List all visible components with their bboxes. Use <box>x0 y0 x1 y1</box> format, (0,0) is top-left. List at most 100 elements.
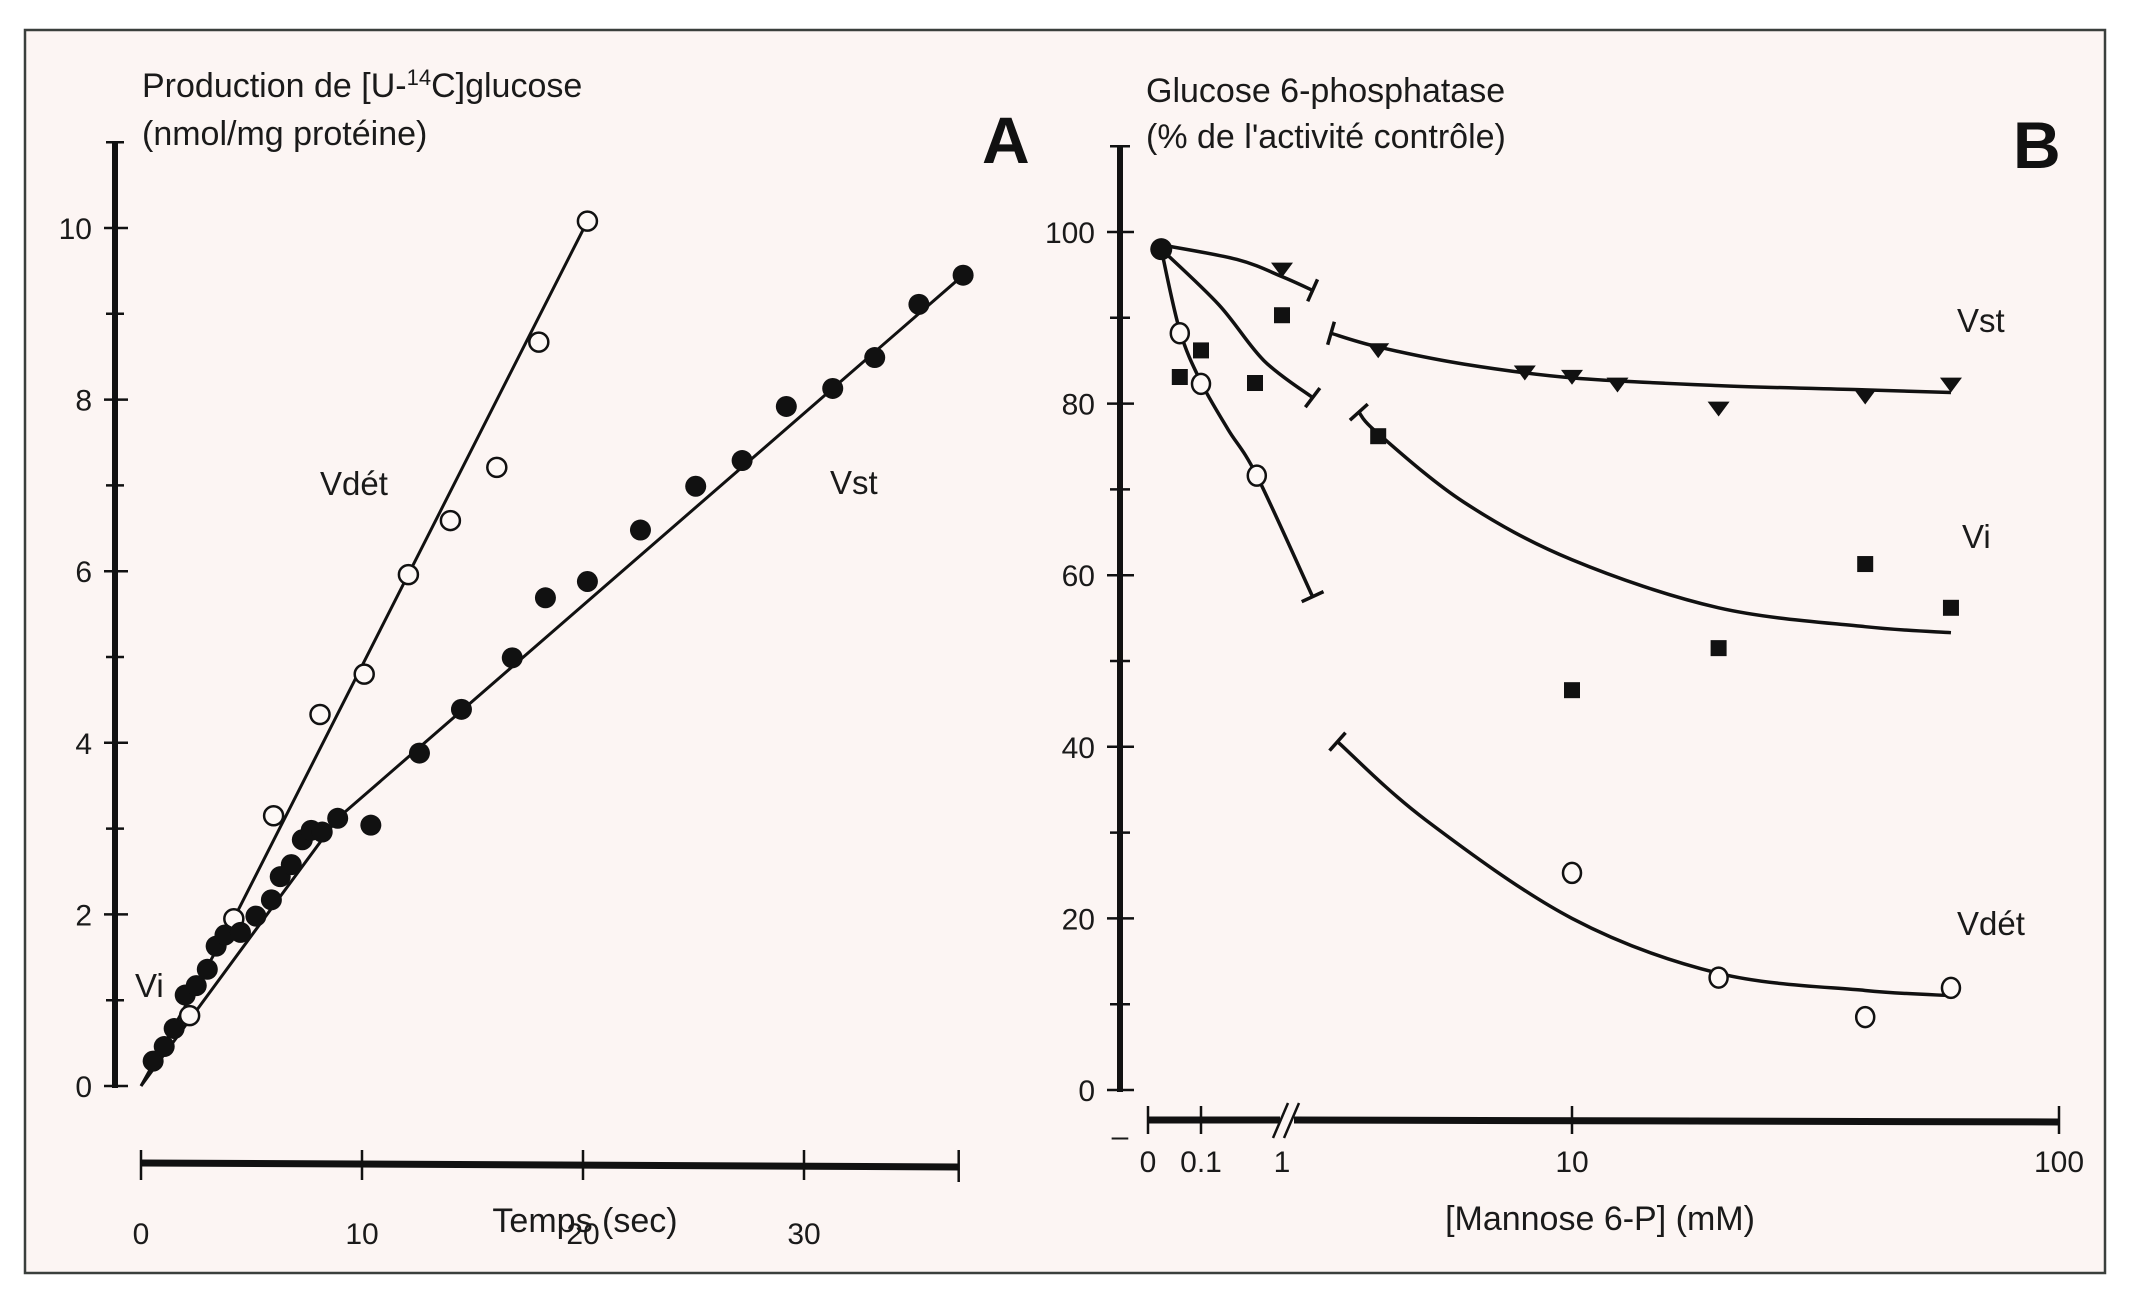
panel-a-point-vdet <box>576 210 599 232</box>
panel-b-curve-vdet-after-break <box>1336 740 1952 998</box>
panel-a-xtick-label: 10 <box>345 1218 378 1251</box>
panel-b-curve-vi-after-break <box>1357 411 1952 635</box>
panel-b-point-vdet <box>1940 976 1962 1000</box>
panel-a-point-vdet <box>486 456 508 479</box>
panel-a-ytick-label: 4 <box>75 728 92 761</box>
panel-b-point-vst <box>1513 365 1536 381</box>
panel-b-label: B <box>2013 108 2061 182</box>
panel-b-series-label: Vi <box>1962 518 1991 555</box>
panel-a-xtick-label: 20 <box>566 1218 599 1251</box>
panel-b-curve-break-cap <box>1300 590 1325 604</box>
panel-b-axes: 0 20 40 60 80 100 0 0.1 1 10 100 – <box>1045 144 2084 1179</box>
panel-b-control-point <box>1150 238 1173 261</box>
panel-b-ytick-label: 100 <box>1045 217 1095 250</box>
panel-b-curve-break-cap <box>1328 731 1347 752</box>
panel-b-ytitle-line2: (% de l'activité contrôle) <box>1146 118 1506 156</box>
panel-a-point-vst <box>450 698 472 720</box>
panel-a-ytitle-line1: Production de [U-14C]glucose <box>142 65 582 105</box>
panel-b-point-vi <box>1193 342 1209 359</box>
panel-a-point-vst <box>163 1018 185 1040</box>
panel-b-series-label: Vst <box>1957 302 2005 339</box>
panel-a-ytick-label: 6 <box>75 556 92 589</box>
panel-a-point-vst <box>185 975 207 997</box>
panel-b-points <box>1150 238 1962 1029</box>
panel-a-point-vst <box>731 450 753 472</box>
panel-a-point-vst <box>501 647 523 669</box>
panel-a-annotations: Vdét Vst Vi <box>135 464 878 1004</box>
panel-a-point-vst <box>822 377 844 399</box>
panel-b-point-vst <box>1271 262 1293 278</box>
panel-a-ytick-label: 2 <box>75 899 92 932</box>
panel-b-point-vi <box>1857 556 1874 573</box>
panel-b-point-vdet <box>1708 966 1729 989</box>
panel-a-xtick-label: 0 <box>133 1218 150 1251</box>
panel-b-curve-break-cap <box>1348 402 1369 422</box>
panel-b-x-axis-right <box>1293 1116 2060 1126</box>
panel-a-ytick-label: 8 <box>75 385 92 418</box>
panel-a-point-vst <box>214 924 236 946</box>
panel-a-point-vst <box>245 905 267 927</box>
panel-b-curve-break-cap <box>1303 386 1322 409</box>
panel-b-xtick-label: 1 <box>1274 1146 1291 1179</box>
panel-b-point-vdet <box>1190 372 1212 396</box>
panel-b-point-vi <box>1942 599 1959 616</box>
panel-a-x-axis <box>140 1159 959 1171</box>
panel-a-point-vst <box>685 475 707 497</box>
panel-a-point-vdet <box>178 1004 201 1027</box>
panel-b-axis-break-mark <box>1271 1102 1290 1139</box>
panel-b-xtick-label: 100 <box>2034 1146 2084 1179</box>
panel-b-ytick-label: 40 <box>1062 732 1095 765</box>
panel-b-xtick-label: 10 <box>1555 1146 1588 1179</box>
panel-b-curve-break-cap <box>1306 278 1320 303</box>
panel-a-point-vdet <box>353 663 375 685</box>
figure-frame <box>23 28 2107 1275</box>
panel-a-point-vst <box>952 264 974 286</box>
panel-b-point-vi <box>1171 369 1188 386</box>
panel-a-point-vst <box>153 1036 175 1058</box>
panel-a-point-vst <box>864 347 886 369</box>
panel-b-ytitle-line1: Glucose 6-phosphatase <box>1146 72 1505 110</box>
panel-b-curve-vi-before-break <box>1160 247 1314 399</box>
panel-b-point-vi <box>1274 307 1290 324</box>
panel-b-point-vi <box>1247 375 1263 392</box>
panel-b-series-label: Vdét <box>1957 905 2025 942</box>
panel-a-point-vst <box>229 921 251 943</box>
panel-b-xtick-label: 0.1 <box>1180 1146 1222 1179</box>
panel-a-point-vst <box>196 958 218 980</box>
panel-a-point-vst <box>311 821 333 843</box>
panel-a-xtick-label: 30 <box>787 1218 820 1251</box>
panel-a-point-vdet <box>397 563 420 586</box>
panel-a-series-label: Vdét <box>320 465 388 502</box>
panel-a-point-vst <box>327 807 349 829</box>
panel-a-axes: 0 2 4 6 8 10 0 10 20 30 <box>59 140 960 1251</box>
panel-b-point-vdet <box>1169 321 1191 345</box>
panel-b-point-vst <box>1561 369 1583 385</box>
panel-a-label: A <box>982 103 1030 177</box>
panel-a-xlabel: Temps (sec) <box>492 1202 677 1240</box>
panel-b-ytick-label: 80 <box>1062 389 1095 422</box>
panel-a-point-vst <box>576 570 598 592</box>
panel-b-xtick-label: 0 <box>1140 1146 1157 1179</box>
panel-b-point-vdet <box>1854 1005 1876 1029</box>
panel-b-point-vst <box>1707 401 1730 417</box>
panel-a-point-vst <box>908 293 930 315</box>
panel-a-point-vst <box>775 395 797 417</box>
panel-b-xlabel: [Mannose 6-P] (mM) <box>1445 1200 1755 1238</box>
panel-b-axis-break-mark <box>1282 1102 1301 1139</box>
panel-a-ytick-label: 0 <box>75 1071 92 1104</box>
panel-b-point-vi <box>1370 428 1387 445</box>
panel-a-point-vst <box>408 742 430 764</box>
panel-b-annotations: Vst Vi Vdét <box>1957 302 2025 942</box>
panel-a-point-vst <box>280 854 302 876</box>
panel-b-point-vst <box>1606 377 1629 393</box>
panel-b-curves <box>1159 243 1952 998</box>
panel-a-point-vst <box>534 587 556 609</box>
panel-a: Production de [U-14C]glucose (nmol/mg pr… <box>59 65 1030 1251</box>
panel-b-curve-break-cap <box>1325 321 1337 346</box>
panel-a-point-vst <box>260 889 282 911</box>
panel-a-series-label: Vst <box>830 464 878 501</box>
panel-a-point-vst <box>360 814 382 836</box>
panel-b-point-vdet <box>1561 861 1583 885</box>
panel-b-point-vst <box>1367 343 1390 359</box>
